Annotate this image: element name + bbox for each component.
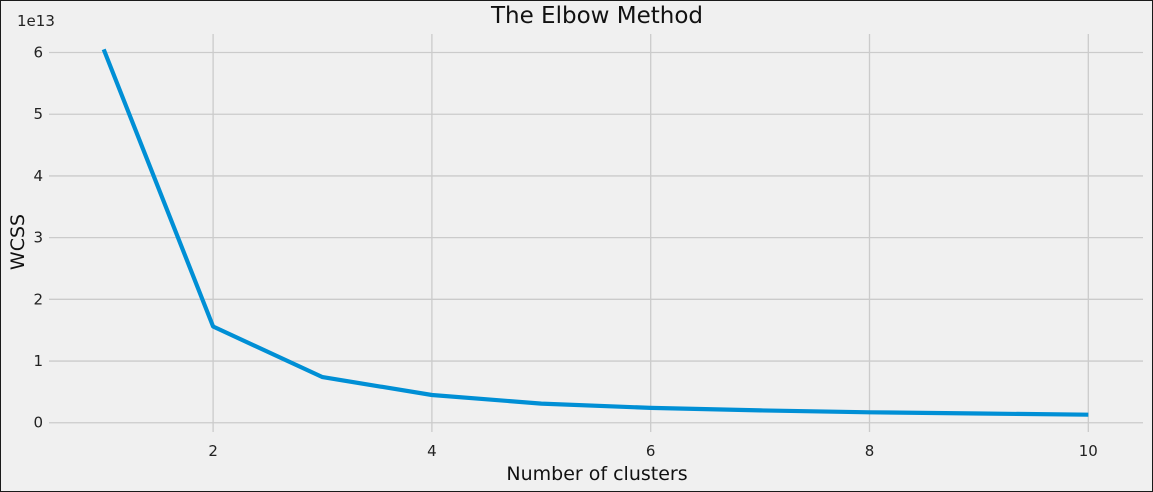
series-line [101, 48, 1089, 417]
y-tick-labels: 0 1 2 3 4 5 6 [33, 44, 43, 432]
series-layer [101, 48, 1089, 417]
x-tick-labels: 2 4 6 8 10 [208, 442, 1098, 460]
y-tick-label: 6 [33, 44, 43, 62]
y-axis-offset-label: 1e13 [17, 12, 55, 30]
y-axis-label: WCSS [7, 214, 29, 270]
y-tick-label: 0 [33, 414, 43, 432]
grid-lines [49, 34, 1143, 432]
x-tick-label: 2 [208, 442, 218, 460]
x-axis-label: Number of clusters [506, 463, 687, 485]
y-tick-label: 2 [33, 290, 43, 308]
x-tick-label: 10 [1079, 442, 1098, 460]
y-tick-label: 1 [33, 352, 43, 370]
plot-area [49, 34, 1143, 432]
x-tick-label: 4 [427, 442, 437, 460]
y-tick-label: 5 [33, 105, 43, 123]
x-tick-label: 6 [646, 442, 656, 460]
x-tick-label: 8 [865, 442, 875, 460]
chart-title: The Elbow Method [490, 3, 703, 29]
y-tick-label: 3 [33, 229, 43, 247]
y-tick-label: 4 [33, 167, 43, 185]
